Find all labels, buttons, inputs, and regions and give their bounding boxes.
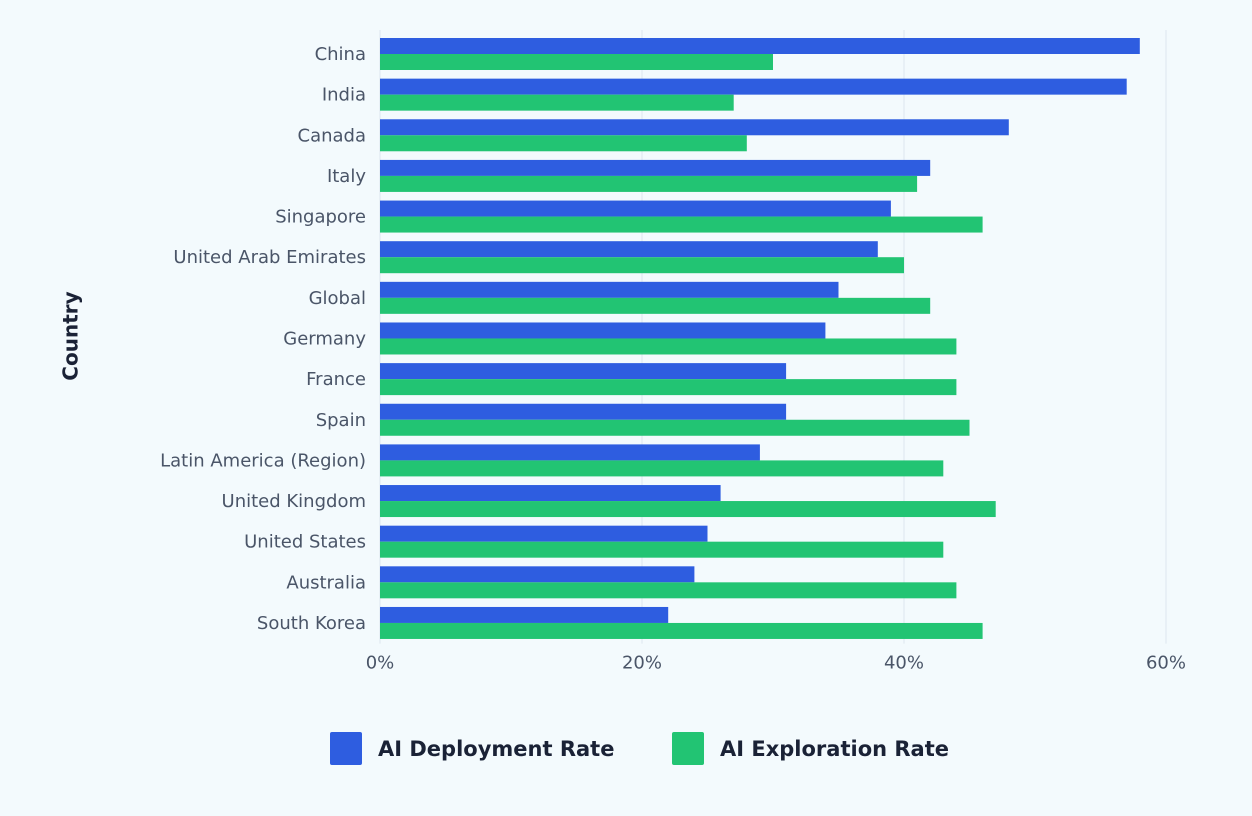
bar xyxy=(380,485,721,502)
bar xyxy=(380,566,695,583)
bar xyxy=(380,622,983,639)
legend-label: AI Deployment Rate xyxy=(378,737,614,761)
bar xyxy=(380,541,944,558)
bar xyxy=(380,297,931,314)
bar xyxy=(380,200,891,217)
bar xyxy=(380,257,904,274)
y-tick-label: France xyxy=(306,369,366,390)
bar xyxy=(380,38,1140,54)
bar xyxy=(380,216,983,233)
y-tick-label: South Korea xyxy=(257,613,366,634)
y-tick-label: Global xyxy=(309,288,366,309)
x-tick-label: 60% xyxy=(1146,653,1186,674)
y-tick-label: China xyxy=(315,44,366,65)
bar xyxy=(380,501,996,518)
bar xyxy=(380,241,878,258)
bar xyxy=(380,338,957,355)
bar xyxy=(380,322,826,339)
y-axis-title: Country xyxy=(59,291,83,380)
bar xyxy=(380,363,787,380)
y-tick-label: Germany xyxy=(283,328,366,349)
bar xyxy=(380,135,747,152)
bar xyxy=(380,78,1127,95)
legend-label: AI Exploration Rate xyxy=(720,737,949,761)
bar xyxy=(380,379,957,396)
x-tick-label: 20% xyxy=(622,653,662,674)
legend-swatch xyxy=(672,732,704,765)
y-tick-label: Singapore xyxy=(275,207,366,228)
bar xyxy=(380,525,708,542)
x-tick-label: 0% xyxy=(366,653,395,674)
y-tick-label: India xyxy=(322,85,366,106)
bar xyxy=(380,119,1009,136)
bar xyxy=(380,175,918,192)
bar xyxy=(380,419,970,436)
bar xyxy=(380,606,669,623)
bar xyxy=(380,94,734,111)
bar xyxy=(380,403,787,420)
y-tick-label: Latin America (Region) xyxy=(160,450,366,471)
legend-swatch xyxy=(330,732,362,765)
bar xyxy=(380,444,760,461)
y-tick-label: United Kingdom xyxy=(222,491,366,512)
bar xyxy=(380,159,931,176)
y-tick-label: Italy xyxy=(327,166,366,187)
y-tick-label: Canada xyxy=(298,125,367,146)
bar xyxy=(380,582,957,599)
y-tick-label: United Arab Emirates xyxy=(173,247,366,268)
y-tick-label: United States xyxy=(244,532,366,553)
x-tick-label: 40% xyxy=(884,653,924,674)
bar xyxy=(380,460,944,477)
bar xyxy=(380,281,839,298)
y-tick-label: Spain xyxy=(316,410,366,431)
bar xyxy=(380,54,773,70)
y-tick-label: Australia xyxy=(286,572,366,593)
